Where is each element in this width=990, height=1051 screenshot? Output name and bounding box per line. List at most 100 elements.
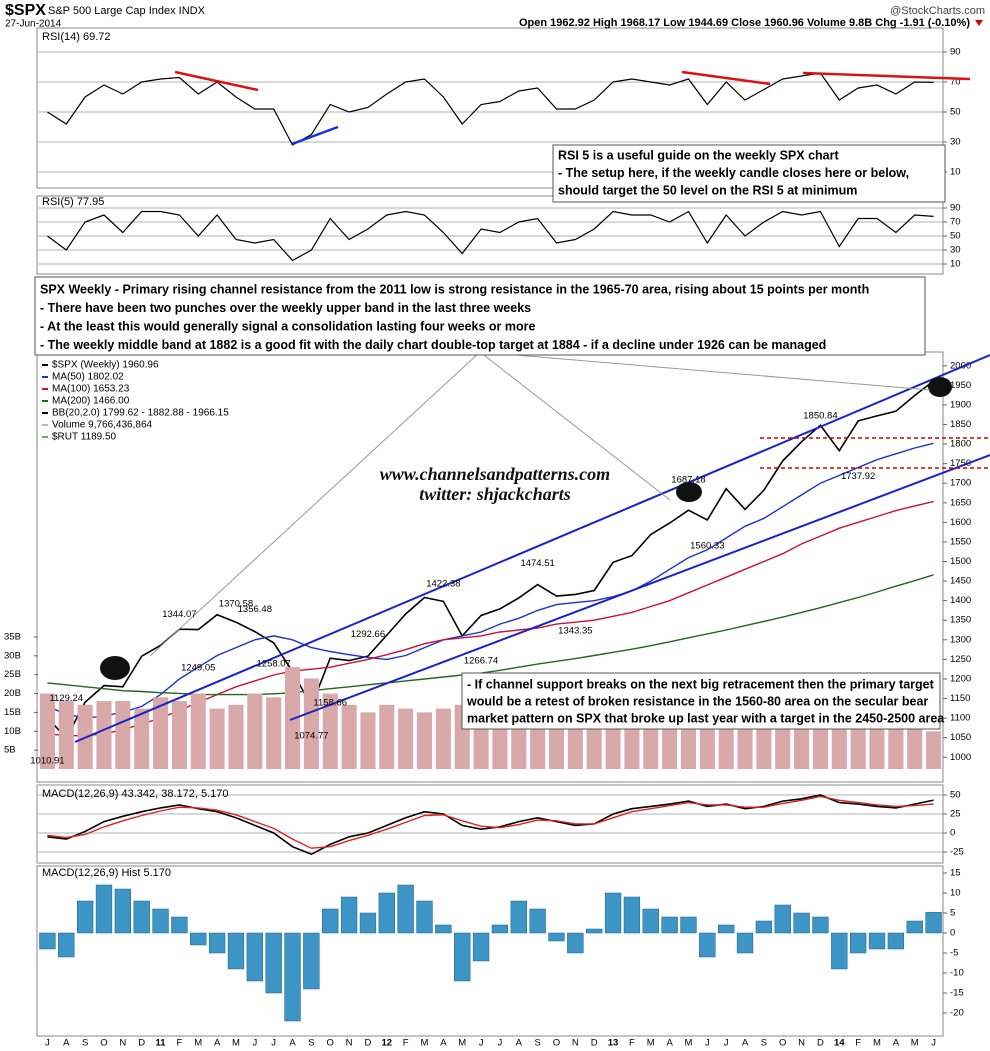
x-tick-label: D <box>138 1038 145 1049</box>
hist-bar <box>831 932 848 970</box>
y-tick-label: 50 <box>950 790 961 801</box>
x-tick-label: O <box>553 1038 560 1049</box>
y-tick-label: 1800 <box>950 439 971 450</box>
legend-entry: MA(50) 1802.02 <box>52 372 124 383</box>
x-tick-label: N <box>798 1038 805 1049</box>
y-tick-label: 1200 <box>950 673 971 684</box>
x-tick-label: M <box>421 1038 429 1049</box>
note-line: - If channel support breaks on the next … <box>467 677 935 691</box>
volume-bar <box>58 701 74 769</box>
y-tick-label: 1350 <box>950 615 971 626</box>
volume-bar <box>360 712 376 769</box>
price-label: 1074.77 <box>294 730 328 741</box>
y-tick-label: 1500 <box>950 556 971 567</box>
x-tick-label: M <box>194 1038 202 1049</box>
price-label: 1266.74 <box>464 655 498 666</box>
volume-bar <box>115 701 131 769</box>
hist-bar <box>680 916 697 934</box>
x-tick-label: O <box>327 1038 334 1049</box>
legend-entry: MA(200) 1466.00 <box>52 396 130 407</box>
hist-bar <box>208 932 226 954</box>
x-tick-label: N <box>572 1038 579 1049</box>
y2-tick-label: 35B <box>4 631 21 642</box>
legend-swatch <box>42 424 48 426</box>
y2-tick-label: 10B <box>4 726 21 737</box>
volume-bar <box>96 701 112 769</box>
legend-swatch <box>42 364 48 366</box>
hist-bar <box>623 896 641 934</box>
y2-tick-label: 15B <box>4 707 21 718</box>
price-label: 1344.07 <box>162 609 196 620</box>
y-tick-label: 10 <box>950 259 961 270</box>
x-tick-label: D <box>365 1038 372 1049</box>
volume-bar <box>153 697 169 769</box>
volume-bar <box>134 708 150 769</box>
price-label: 1370.58 <box>219 599 253 610</box>
volume-bar <box>737 723 753 769</box>
hist-bar <box>567 932 584 954</box>
note-line: market pattern on SPX that broke up last… <box>467 711 945 725</box>
line <box>47 210 934 262</box>
legend-entry: MA(100) 1653.23 <box>52 384 130 395</box>
y-tick-label: 70 <box>950 77 961 88</box>
price-label: 1010.91 <box>30 755 64 766</box>
x-tick-label: D <box>591 1038 598 1049</box>
price-label: 1158.66 <box>313 698 347 709</box>
hist-bar <box>435 924 452 934</box>
hist-bar <box>152 908 169 934</box>
y-tick-label: 1400 <box>950 595 971 606</box>
hist-panel <box>36 865 944 1037</box>
y-tick-label: -20 <box>950 1008 964 1019</box>
y-tick-label: 70 <box>950 217 961 228</box>
y-tick-label: 1900 <box>950 399 971 410</box>
y-tick-label: 0 <box>950 828 955 839</box>
lower-note-box <box>461 672 941 730</box>
hist-bar <box>303 932 320 990</box>
hist-bar <box>133 900 150 934</box>
price-label: 1560.33 <box>690 540 724 551</box>
y-tick-label: 30 <box>950 137 961 148</box>
note-line: - The setup here, if the weekly candle c… <box>558 166 909 180</box>
panel-legend: MACD(12,26,9) Hist 5.170 <box>42 867 171 879</box>
hist-bar <box>849 932 867 954</box>
legend-swatch <box>42 400 48 402</box>
y-tick-label: 1150 <box>950 693 970 704</box>
x-tick-label: J <box>724 1038 729 1049</box>
rsi14-panel <box>36 27 944 189</box>
price-label: 1687.18 <box>671 475 705 486</box>
y-tick-label: 50 <box>950 231 961 242</box>
y-tick-label: 1550 <box>950 536 971 547</box>
hist-bar <box>114 888 132 934</box>
price-label: 1129.24 <box>49 693 83 704</box>
price-label: 1249.05 <box>181 662 215 673</box>
hist-bar <box>774 904 791 934</box>
x-tick-label: A <box>214 1038 221 1049</box>
legend-swatch <box>42 388 48 390</box>
x-tick-label: J <box>705 1038 710 1049</box>
hist-bar <box>491 924 509 934</box>
hist-bar <box>171 916 188 934</box>
volume-bar <box>171 701 187 769</box>
x-tick-label: A <box>666 1038 673 1049</box>
y-tick-label: 1250 <box>950 654 971 665</box>
y-tick-label: 90 <box>950 47 961 58</box>
note-line: RSI 5 is a useful guide on the weekly SP… <box>558 148 839 162</box>
x-tick-label: J <box>479 1038 484 1049</box>
panel-legend: RSI(14) 69.72 <box>42 31 110 43</box>
hist-bar <box>548 932 565 942</box>
x-tick-label: M <box>647 1038 655 1049</box>
watermark: www.channelsandpatterns.com <box>380 464 610 484</box>
x-tick-label: F <box>629 1038 635 1049</box>
x-tick-label: S <box>82 1038 88 1049</box>
price-label: 1356.48 <box>238 604 272 615</box>
subtitle: S&P 500 Large Cap Index INDX <box>48 5 206 17</box>
x-tick-label: A <box>63 1038 70 1049</box>
x-tick-label: J <box>252 1038 257 1049</box>
hist-bar <box>378 892 395 934</box>
x-tick-label: F <box>855 1038 861 1049</box>
note-line: - There have been two punches over the w… <box>40 301 531 315</box>
hist-bar <box>416 900 433 934</box>
legend-entry: BB(20,2.0) 1799.62 - 1882.88 - 1966.15 <box>52 408 229 419</box>
date: 27-Jun-2014 <box>5 19 62 30</box>
